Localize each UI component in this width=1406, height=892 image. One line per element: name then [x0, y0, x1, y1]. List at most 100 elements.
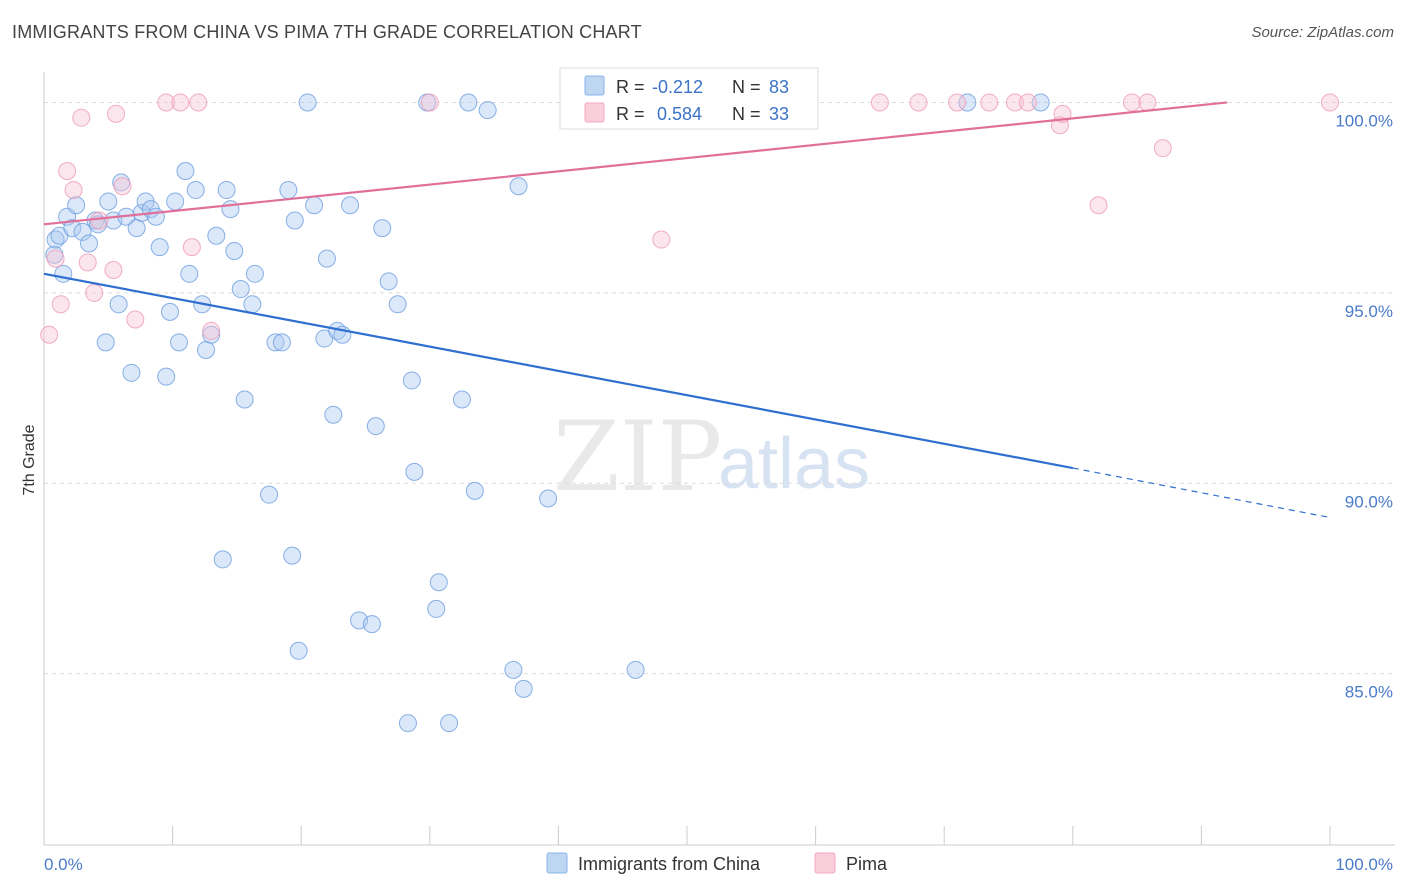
trend-line-pima: [43, 101, 1228, 226]
bottom-legend: Immigrants from China Pima: [546, 852, 888, 874]
axes: [43, 72, 1395, 846]
y-tick-label-90: 90.0%: [1345, 492, 1393, 511]
china-point-43: [260, 485, 279, 504]
source-label: Source: ZipAtlas.com: [1251, 24, 1394, 41]
china-point-70: [440, 714, 459, 733]
china-point-5: [63, 219, 82, 238]
china-point-11: [96, 333, 115, 352]
series-immigrants-from-china: [45, 93, 1050, 733]
pima-point-24: [1005, 93, 1024, 112]
china-point-14: [109, 295, 128, 314]
x-ticks: [172, 826, 1331, 845]
pima-point-21: [909, 93, 928, 112]
y-tick-label-95: 95.0%: [1345, 302, 1393, 321]
china-point-72: [459, 93, 478, 112]
china-point-3: [54, 264, 73, 283]
china-point-44: [266, 333, 285, 352]
china-point-17: [122, 363, 141, 382]
legend-r-label-china: R =: [616, 77, 645, 97]
pima-point-10: [107, 104, 126, 123]
china-point-40: [235, 390, 254, 409]
china-point-25: [161, 302, 180, 321]
china-point-7: [73, 222, 92, 241]
pima-point-28: [1089, 196, 1108, 215]
bottom-legend-label-pima: Pima: [846, 854, 888, 874]
legend-r-label-pima: R =: [616, 104, 645, 124]
china-point-18: [127, 219, 146, 238]
pima-point-12: [126, 310, 145, 329]
china-point-38: [225, 241, 244, 260]
china-point-50: [298, 93, 317, 112]
china-point-6: [67, 196, 86, 215]
chart-title: IMMIGRANTS FROM CHINA VS PIMA 7TH GRADE …: [12, 22, 642, 42]
pima-point-2: [51, 295, 70, 314]
pima-point-22: [948, 93, 967, 112]
china-point-68: [427, 599, 446, 618]
china-point-46: [279, 181, 298, 200]
legend-n-value-pima: 33: [769, 104, 789, 124]
pima-point-9: [104, 261, 123, 280]
pima-point-0: [40, 325, 59, 344]
china-point-29: [180, 264, 199, 283]
china-point-22: [146, 207, 165, 226]
y-tick-label-85: 85.0%: [1345, 683, 1393, 702]
china-point-77: [514, 679, 533, 698]
china-point-74: [478, 101, 497, 120]
pima-point-25: [1018, 93, 1037, 112]
china-point-60: [366, 417, 385, 436]
china-point-49: [289, 641, 308, 660]
china-point-45: [272, 333, 291, 352]
china-point-63: [388, 295, 407, 314]
china-point-80: [626, 660, 645, 679]
legend-r-value-china: -0.212: [652, 77, 703, 97]
china-point-81: [958, 93, 977, 112]
china-point-24: [157, 367, 176, 386]
china-point-47: [283, 546, 302, 565]
china-point-30: [186, 181, 205, 200]
pima-point-20: [870, 93, 889, 112]
pima-point-17: [202, 321, 221, 340]
legend-n-label-pima: N =: [732, 104, 761, 124]
pima-point-18: [420, 93, 439, 112]
china-point-53: [317, 249, 336, 268]
china-point-57: [341, 196, 360, 215]
china-point-12: [99, 192, 118, 211]
watermark-atlas: atlas: [718, 424, 870, 504]
pima-point-14: [171, 93, 190, 112]
pima-point-3: [58, 162, 77, 181]
china-point-54: [324, 405, 343, 424]
legend-swatch-china: [584, 75, 605, 96]
bottom-legend-label-china: Immigrants from China: [578, 854, 761, 874]
china-point-69: [429, 573, 448, 592]
china-point-73: [465, 481, 484, 500]
pima-point-32: [1321, 93, 1339, 112]
pima-point-16: [189, 93, 208, 112]
china-point-37: [221, 200, 240, 219]
china-point-23: [150, 238, 169, 257]
watermark-zip: ZIP: [553, 401, 722, 513]
y-axis-label: 7th Grade: [21, 424, 38, 495]
gridlines: [44, 101, 1395, 675]
pima-point-30: [1138, 93, 1157, 112]
china-point-71: [452, 390, 471, 409]
legend-swatch-pima: [584, 102, 605, 123]
legend-box: R = -0.212 N = 83 R = 0.584 N = 33: [559, 67, 819, 130]
china-point-59: [362, 615, 381, 634]
pima-point-23: [980, 93, 999, 112]
pima-point-7: [85, 283, 104, 302]
y-tick-labels: 85.0% 90.0% 95.0% 100.0%: [1335, 111, 1393, 701]
china-point-27: [170, 333, 189, 352]
pima-point-15: [182, 238, 201, 257]
pima-point-13: [157, 93, 176, 112]
china-point-8: [80, 234, 99, 253]
pima-point-4: [64, 181, 83, 200]
china-point-28: [176, 162, 195, 181]
china-point-51: [305, 196, 324, 215]
china-point-34: [207, 226, 226, 245]
china-point-42: [245, 264, 264, 283]
trend-lines: [43, 101, 1331, 519]
china-point-76: [509, 177, 528, 196]
china-point-82: [1031, 93, 1050, 112]
series-pima: [40, 93, 1339, 344]
